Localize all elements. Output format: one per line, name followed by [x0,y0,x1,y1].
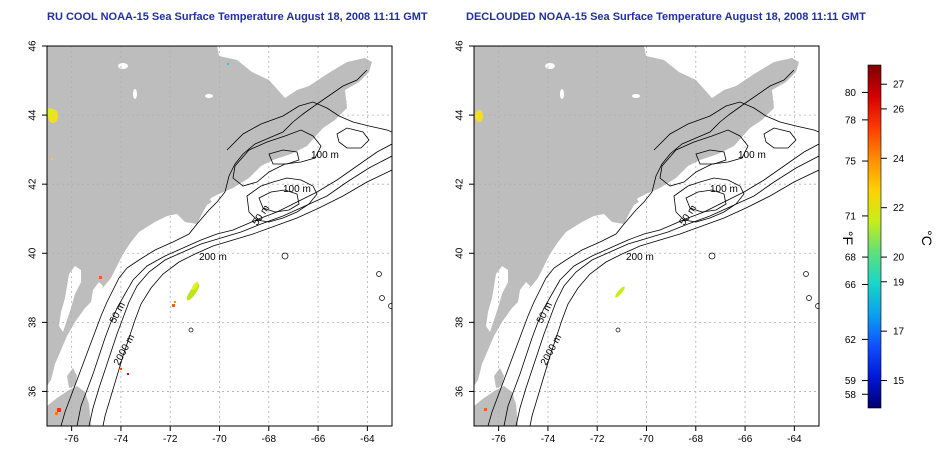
land-mass [47,46,372,426]
fahrenheit-scale: 80 78 75 71 68 66 62 59 58 [845,88,868,401]
x-tick-label: -74 [541,434,556,445]
x-tick-label: -72 [163,434,178,445]
x-tick-label: -70 [212,434,227,445]
left-x-axis: -76 -74 -72 -70 -68 -66 -64 [64,426,375,445]
celsius-tick-label: 20 [893,253,905,264]
celsius-tick-label: 17 [893,327,905,338]
celsius-tick-label: 26 [893,104,905,115]
bathymetry-contours [487,69,819,426]
x-tick-label: -68 [262,434,277,445]
fahrenheit-tick-label: 80 [845,88,857,99]
fahrenheit-tick-label: 66 [845,280,857,291]
y-tick-label: 38 [28,316,39,328]
contour-label-100m-east: 100 m [710,184,738,195]
right-map-panel: 100 m 100 m 50 m 200 m 50 m 2000 m -76 -7… [455,40,820,445]
land-mass [474,46,799,426]
celsius-tick-label: 19 [893,277,905,288]
sst-pixels [47,63,229,415]
celsius-label: °C [919,230,935,246]
y-tick-label: 42 [455,178,466,190]
fahrenheit-tick-label: 78 [845,115,857,126]
left-y-axis: 36 38 40 42 44 46 [28,40,47,397]
contour-label-200m: 200 m [199,252,227,263]
celsius-tick-label: 24 [893,154,905,165]
right-map-content: 100 m 100 m 50 m 200 m 50 m 2000 m [474,46,819,426]
x-tick-label: -66 [738,434,753,445]
left-map-panel: 100 m 100 m 50 m 200 m 50 m 2000 m -76 -7… [28,40,393,445]
right-y-axis: 36 38 40 42 44 46 [455,40,474,397]
left-map-content: 100 m 100 m 50 m 200 m 50 m 2000 m [47,46,392,426]
sst-pixels [475,110,625,411]
x-tick-label: -68 [689,434,704,445]
x-tick-label: -76 [64,434,79,445]
y-tick-label: 40 [455,247,466,259]
bathymetry-contours [60,69,392,426]
fahrenheit-tick-label: 62 [845,335,857,346]
celsius-tick-label: 22 [893,203,905,214]
celsius-tick-label: 15 [893,376,905,387]
y-tick-label: 44 [28,109,39,121]
fahrenheit-tick-label: 71 [845,211,857,222]
colorbar-gradient [867,64,882,409]
x-tick-label: -76 [491,434,506,445]
x-tick-label: -66 [311,434,326,445]
y-tick-label: 36 [455,385,466,397]
contour-label-100m-east: 100 m [283,184,311,195]
right-x-axis: -76 -74 -72 -70 -68 -66 -64 [491,426,802,445]
left-map-title: RU COOL NOAA-15 Sea Surface Temperature … [47,11,428,23]
contour-label-100m-north: 100 m [738,150,766,161]
y-tick-label: 36 [28,385,39,397]
fahrenheit-tick-label: 68 [845,253,857,264]
y-tick-label: 38 [455,316,466,328]
fahrenheit-tick-label: 58 [845,390,857,401]
x-tick-label: -74 [114,434,129,445]
x-tick-label: -64 [360,434,375,445]
contour-label-200m: 200 m [626,252,654,263]
contour-label-100m-north: 100 m [311,150,339,161]
celsius-scale: 27 26 24 22 20 19 17 15 [881,80,905,387]
fahrenheit-label: °F [840,231,856,245]
y-tick-label: 44 [455,109,466,121]
celsius-tick-label: 27 [893,80,905,91]
x-tick-label: -70 [639,434,654,445]
y-tick-label: 46 [28,40,39,52]
right-map-title: DECLOUDED NOAA-15 Sea Surface Temperatur… [466,11,866,23]
x-tick-label: -72 [590,434,605,445]
y-tick-label: 46 [455,40,466,52]
y-tick-label: 42 [28,178,39,190]
fahrenheit-tick-label: 75 [845,157,857,168]
fahrenheit-tick-label: 59 [845,376,857,387]
x-tick-label: -64 [787,434,802,445]
y-tick-label: 40 [28,247,39,259]
temperature-colorbar: 80 78 75 71 68 66 62 59 58 27 26 24 22 20 19 17 15 °F °… [840,64,935,409]
